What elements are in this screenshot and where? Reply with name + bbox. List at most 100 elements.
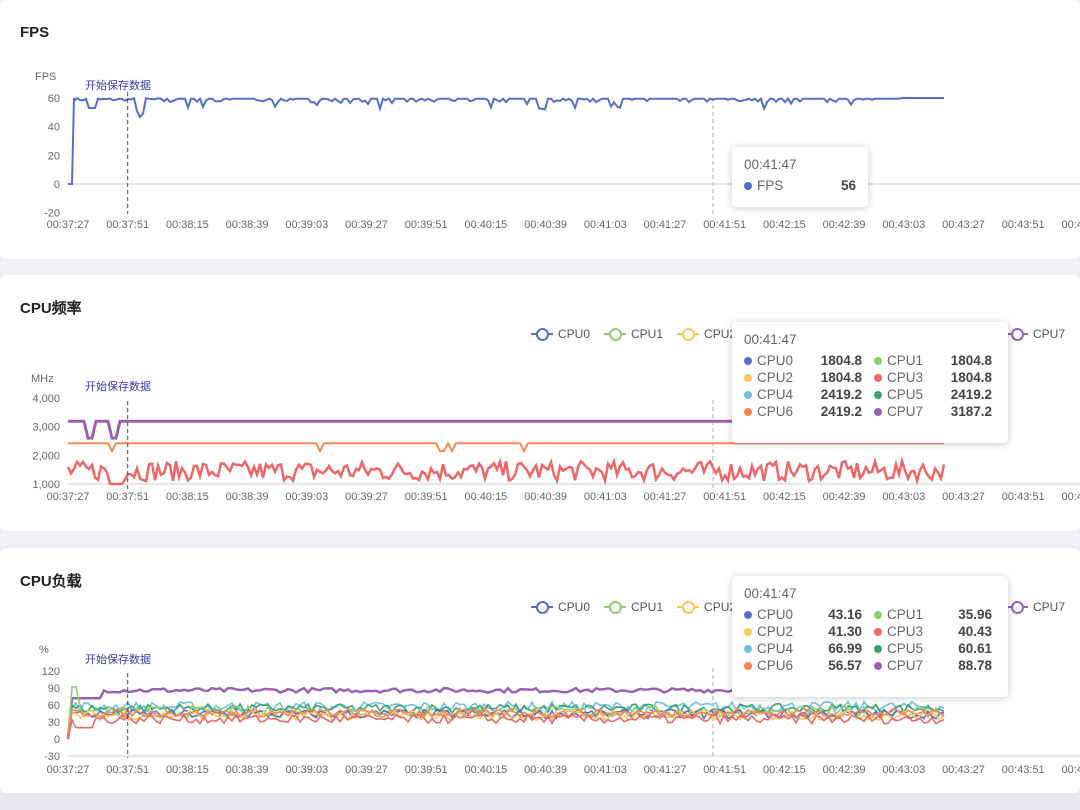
fps-y-tick: 40 bbox=[48, 122, 60, 134]
legend-load-cpu7-label: CPU7 bbox=[1033, 600, 1066, 614]
load-tooltip-dot bbox=[874, 610, 882, 619]
freq-tooltip-time: 00:41:47 bbox=[744, 332, 797, 347]
load-x-tick: 00:44:15 bbox=[1061, 764, 1080, 776]
load-y-axis-label: % bbox=[39, 644, 49, 656]
fps-card-title: FPS bbox=[20, 24, 50, 41]
freq-tooltip-value: 2419.2 bbox=[820, 387, 862, 402]
legend-load-cpu7[interactable]: CPU7 bbox=[1006, 600, 1065, 614]
freq-tooltip-name: CPU0 bbox=[744, 353, 813, 368]
legend-cpu1-icon bbox=[604, 328, 627, 341]
legend-cpu7-label: CPU7 bbox=[1033, 327, 1066, 341]
fps-x-tick: 00:41:51 bbox=[703, 219, 746, 231]
legend-load-cpu2[interactable]: CPU2 bbox=[677, 600, 736, 614]
legend-cpu1[interactable]: CPU1 bbox=[604, 327, 663, 341]
legend-cpu0[interactable]: CPU0 bbox=[531, 327, 590, 341]
fps-x-tick: 00:38:15 bbox=[166, 219, 209, 231]
freq-tooltip-value: 1804.8 bbox=[950, 353, 992, 368]
freq-tooltip-name: CPU7 bbox=[874, 404, 943, 419]
load-x-tick: 00:43:03 bbox=[882, 764, 925, 776]
freq-series-cpu3-line bbox=[66, 456, 946, 486]
freq-tooltip-name: CPU5 bbox=[874, 387, 943, 402]
freq-series-cpu6-line bbox=[68, 441, 944, 454]
fps-y-tick: 60 bbox=[48, 93, 60, 105]
load-x-tick: 00:37:27 bbox=[47, 764, 90, 776]
load-x-tick: 00:41:27 bbox=[644, 764, 687, 776]
fps-y-tick: -20 bbox=[44, 208, 60, 220]
legend-cpu7-icon bbox=[1006, 328, 1028, 341]
fps-x-tick: 00:37:51 bbox=[106, 219, 149, 231]
freq-tooltip-grid: CPU0 1804.8 CPU1 1804.8 CPU2 1804.8 CPU3 1804.8… bbox=[744, 353, 996, 419]
freq-x-tick: 00:44:15 bbox=[1061, 491, 1080, 503]
load-tooltip-dot bbox=[874, 644, 882, 653]
legend-cpu2[interactable]: CPU2 bbox=[677, 327, 736, 341]
cpu-freq-chart[interactable]: MHz 1,000 2,000 3,000 4,000 00:37:27 00:37:51 0… bbox=[0, 275, 1080, 531]
freq-tooltip-name: CPU1 bbox=[874, 353, 943, 368]
load-tooltip-value: 60.61 bbox=[958, 641, 992, 656]
fps-x-tick: 00:44:15 bbox=[1061, 219, 1080, 231]
freq-tooltip-dot bbox=[744, 356, 752, 365]
fps-x-tick: 00:40:39 bbox=[524, 219, 567, 231]
fps-x-tick: 00:39:03 bbox=[285, 219, 328, 231]
load-x-tick: 00:42:15 bbox=[763, 764, 806, 776]
cpu-freq-legend-right: CPU7 bbox=[1006, 327, 1079, 341]
legend-cpu1-label: CPU1 bbox=[631, 327, 664, 341]
load-x-tick: 00:43:27 bbox=[942, 764, 985, 776]
freq-tooltip-name: CPU3 bbox=[874, 370, 943, 385]
load-tooltip-value: 88.78 bbox=[958, 658, 992, 673]
load-y-tick: 120 bbox=[42, 666, 60, 678]
freq-tooltip-name: CPU2 bbox=[744, 370, 813, 385]
fps-y-tick: 0 bbox=[54, 179, 60, 191]
legend-load-cpu2-icon bbox=[677, 601, 700, 614]
fps-x-tick: 00:39:27 bbox=[345, 219, 388, 231]
load-y-tick: 60 bbox=[48, 700, 60, 712]
legend-load-cpu1-label: CPU1 bbox=[631, 600, 664, 614]
freq-x-tick: 00:43:03 bbox=[882, 491, 925, 503]
fps-tooltip-value: 56 bbox=[840, 178, 856, 193]
freq-tooltip-name: CPU6 bbox=[744, 404, 813, 419]
freq-tooltip-dot bbox=[874, 390, 882, 399]
legend-load-cpu7-icon bbox=[1006, 601, 1028, 614]
freq-x-tick: 00:41:51 bbox=[703, 491, 746, 503]
fps-chart[interactable]: FPS -20 0 20 40 60 00:37:27 00:37:51 00:38:15 00:… bbox=[0, 0, 1080, 259]
legend-load-cpu0[interactable]: CPU0 bbox=[531, 600, 590, 614]
load-tooltip-name: CPU3 bbox=[874, 624, 950, 639]
legend-load-cpu0-icon bbox=[531, 601, 553, 614]
freq-x-tick: 00:40:15 bbox=[464, 491, 507, 503]
load-tooltip-dot bbox=[874, 627, 882, 636]
freq-tooltip-dot bbox=[744, 390, 752, 399]
freq-tooltip-dot bbox=[874, 373, 882, 382]
legend-load-cpu0-label: CPU0 bbox=[558, 600, 591, 614]
fps-x-tick: 00:41:27 bbox=[644, 219, 687, 231]
cpu-freq-tooltip: 00:41:47 CPU0 1804.8 CPU1 1804.8 CPU2 1804.8 CP… bbox=[732, 322, 1008, 443]
load-x-tick: 00:39:27 bbox=[345, 764, 388, 776]
freq-x-tick: 00:39:03 bbox=[285, 491, 328, 503]
load-tooltip-name: CPU1 bbox=[874, 607, 950, 622]
freq-tooltip-value: 2419.2 bbox=[820, 404, 862, 419]
load-x-tick: 00:40:39 bbox=[524, 764, 567, 776]
legend-cpu7[interactable]: CPU7 bbox=[1006, 327, 1065, 341]
fps-tooltip-row: FPS 56 bbox=[744, 178, 856, 193]
fps-y-tick: 20 bbox=[48, 150, 60, 162]
freq-tooltip-name: CPU4 bbox=[744, 387, 813, 402]
legend-load-cpu1[interactable]: CPU1 bbox=[604, 600, 663, 614]
fps-x-tick: 00:38:39 bbox=[226, 219, 269, 231]
load-x-tick: 00:40:15 bbox=[464, 764, 507, 776]
freq-x-tick: 00:40:39 bbox=[524, 491, 567, 503]
load-tooltip-grid: CPU0 43.16 CPU1 35.96 CPU2 41.30 CPU3 40.43 CPU4… bbox=[744, 607, 996, 673]
load-tooltip-value: 56.57 bbox=[828, 658, 862, 673]
load-x-tick: 00:42:39 bbox=[823, 764, 866, 776]
load-x-tick: 00:38:15 bbox=[166, 764, 209, 776]
freq-x-tick: 00:37:27 bbox=[47, 491, 90, 503]
fps-marker-label: 开始保存数据 bbox=[85, 78, 151, 92]
fps-x-tick: 00:43:03 bbox=[882, 219, 925, 231]
load-tooltip-name: CPU7 bbox=[874, 658, 950, 673]
legend-cpu0-icon bbox=[531, 328, 553, 341]
fps-x-tick: 00:39:51 bbox=[405, 219, 448, 231]
load-y-tick: 30 bbox=[48, 717, 60, 729]
load-tooltip-value: 41.30 bbox=[828, 624, 862, 639]
load-tooltip-name: CPU5 bbox=[874, 641, 950, 656]
fps-x-tick: 00:42:15 bbox=[763, 219, 806, 231]
freq-tooltip-dot bbox=[874, 407, 882, 416]
load-tooltip-dot bbox=[744, 661, 752, 670]
freq-tooltip-value: 2419.2 bbox=[950, 387, 992, 402]
